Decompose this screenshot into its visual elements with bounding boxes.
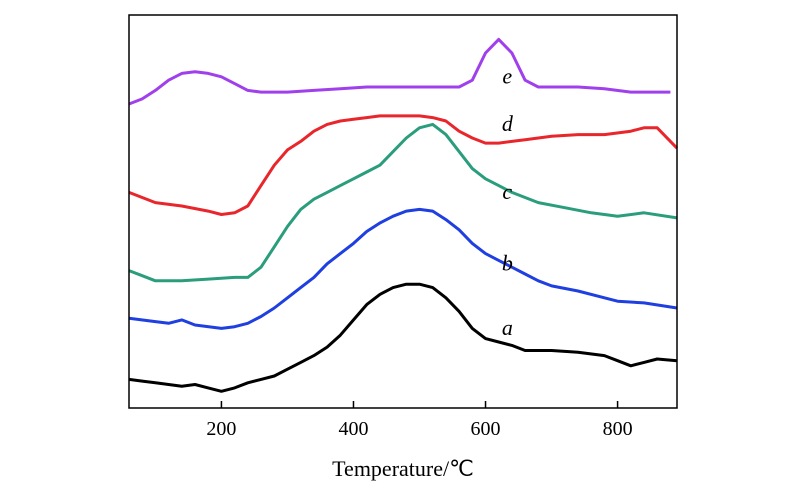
x-axis-title: Temperature/℃ bbox=[332, 456, 474, 481]
series-label-b: b bbox=[502, 251, 513, 276]
x-tick-label-200: 200 bbox=[206, 418, 236, 440]
series-line-c bbox=[128, 122, 678, 283]
x-tick-label-800: 800 bbox=[603, 418, 633, 440]
series-line-b bbox=[128, 207, 678, 330]
series-label-e: e bbox=[502, 64, 512, 89]
series-line-a bbox=[128, 282, 678, 393]
x-tick-label-600: 600 bbox=[471, 418, 501, 440]
series-label-c: c bbox=[502, 179, 512, 204]
series-layer bbox=[128, 37, 679, 393]
series-labels: a b c de bbox=[502, 64, 514, 341]
x-axis-ticks: 200 400 600 800 bbox=[206, 401, 633, 440]
series-line-d bbox=[128, 114, 679, 216]
plot-frame bbox=[128, 14, 678, 409]
series-label-a: a bbox=[502, 315, 513, 340]
series-line-e bbox=[128, 37, 671, 106]
x-tick-label-400: 400 bbox=[338, 418, 368, 440]
series-label-d: d bbox=[502, 111, 514, 136]
